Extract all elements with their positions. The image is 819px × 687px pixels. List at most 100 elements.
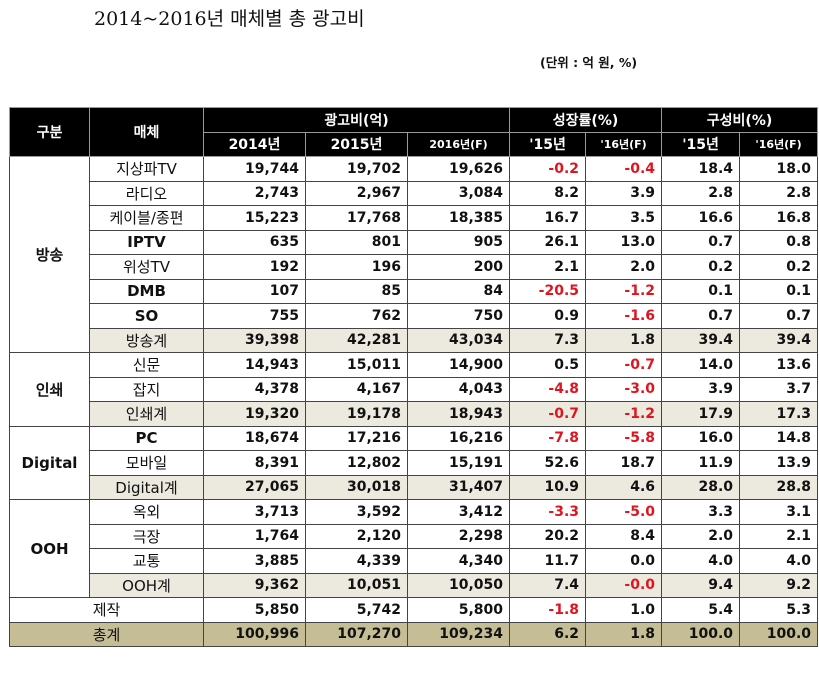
- cell-v2016: 200: [406, 254, 511, 280]
- cell-g15: 16.7: [509, 205, 587, 231]
- subtotal-row: 방송계 39,398 42,281 43,034 7.3 1.8 39.4 39.4: [10, 327, 819, 353]
- page-title: 2014~2016년 매체별 총 광고비: [94, 8, 365, 30]
- cell-g15: 7.3: [509, 327, 587, 353]
- cell-s16: 2.1: [739, 523, 819, 549]
- cell-s16: 39.4: [739, 327, 819, 353]
- cell-g15: 10.9: [509, 474, 587, 500]
- header-2015: 2015년: [305, 131, 408, 157]
- cell-g15: -0.7: [509, 401, 587, 427]
- cell-g15: 2.1: [509, 254, 587, 280]
- cell-g15: 26.1: [509, 229, 587, 255]
- ad-spend-table: 구분 매체 광고비(억) 성장률(%) 구성비(%) 2014년 2015년 2…: [9, 107, 819, 647]
- table-row: 잡지 4,378 4,167 4,043 -4.8 -3.0 3.9 3.7: [10, 376, 819, 402]
- cell-s16: 13.6: [739, 352, 819, 378]
- cell-g16: 1.8: [585, 621, 663, 647]
- cell-g15: -3.3: [509, 499, 587, 525]
- media-label: 지상파TV: [89, 156, 204, 182]
- cell-g15: 7.4: [509, 572, 587, 598]
- cell-g15: 6.2: [509, 621, 587, 647]
- cell-v2015: 762: [305, 303, 408, 329]
- header-growth-16f: '16년(F): [585, 131, 663, 157]
- cell-s16: 0.7: [739, 303, 819, 329]
- cell-g16: 0.0: [585, 548, 663, 574]
- cell-v2014: 107: [203, 278, 306, 304]
- table-row: IPTV 635 801 905 26.1 13.0 0.7 0.8: [10, 229, 819, 255]
- table-row: 케이블/종편 15,223 17,768 18,385 16.7 3.5 16.6 16.8: [10, 205, 819, 231]
- cell-g15: -7.8: [509, 425, 587, 451]
- cell-v2014: 1,764: [203, 523, 306, 549]
- cell-v2014: 18,674: [203, 425, 306, 451]
- cell-g15: 0.5: [509, 352, 587, 378]
- cell-s15: 5.4: [661, 597, 741, 623]
- header-2016f: 2016년(F): [406, 131, 511, 157]
- table-row: 모바일 8,391 12,802 15,191 52.6 18.7 11.9 13.9: [10, 450, 819, 476]
- cell-v2015: 19,702: [305, 156, 408, 182]
- cell-v2015: 5,742: [305, 597, 408, 623]
- cell-s16: 100.0: [739, 621, 819, 647]
- cell-v2014: 14,943: [203, 352, 306, 378]
- cell-v2014: 100,996: [203, 621, 306, 647]
- cell-v2016: 3,084: [406, 180, 511, 206]
- cell-g16: 4.6: [585, 474, 663, 500]
- media-label: 잡지: [89, 376, 204, 402]
- cell-v2014: 3,885: [203, 548, 306, 574]
- cell-v2016: 14,900: [406, 352, 511, 378]
- table-row: 위성TV 192 196 200 2.1 2.0 0.2 0.2: [10, 254, 819, 280]
- cell-g16: -1.2: [585, 278, 663, 304]
- cell-v2015: 19,178: [305, 401, 408, 427]
- cell-s15: 16.0: [661, 425, 741, 451]
- media-label: 모바일: [89, 450, 204, 476]
- table-body: 방송 지상파TV 19,744 19,702 19,626 -0.2 -0.4 18.4 18.…: [9, 156, 819, 647]
- cell-g16: -1.6: [585, 303, 663, 329]
- subtotal-row: Digital계 27,065 30,018 31,407 10.9 4.6 28.0 28.…: [10, 474, 819, 500]
- cell-g16: -1.2: [585, 401, 663, 427]
- cell-v2014: 635: [203, 229, 306, 255]
- header-media: 매체: [89, 107, 204, 157]
- cell-g16: -0.4: [585, 156, 663, 182]
- cell-s16: 4.0: [739, 548, 819, 574]
- table-row: 극장 1,764 2,120 2,298 20.2 8.4 2.0 2.1: [10, 523, 819, 549]
- cell-s15: 17.9: [661, 401, 741, 427]
- cell-g16: 3.9: [585, 180, 663, 206]
- media-label: IPTV: [89, 229, 204, 255]
- media-label: 위성TV: [89, 254, 204, 280]
- header-share-16f: '16년(F): [739, 131, 819, 157]
- cell-g16: -0.0: [585, 572, 663, 598]
- cell-v2016: 10,050: [406, 572, 511, 598]
- total-label: 총계: [9, 621, 204, 647]
- cell-v2015: 17,216: [305, 425, 408, 451]
- media-label: 인쇄계: [89, 401, 204, 427]
- cell-v2014: 8,391: [203, 450, 306, 476]
- cell-v2016: 84: [406, 278, 511, 304]
- cell-g16: -3.0: [585, 376, 663, 402]
- cell-g16: 1.8: [585, 327, 663, 353]
- cell-s15: 100.0: [661, 621, 741, 647]
- cell-v2015: 85: [305, 278, 408, 304]
- production-row: 제작 5,850 5,742 5,800 -1.8 1.0 5.4 5.3: [9, 597, 819, 623]
- header-group: 구분: [9, 107, 90, 157]
- cell-g16: 1.0: [585, 597, 663, 623]
- cell-v2015: 2,967: [305, 180, 408, 206]
- cell-g15: 52.6: [509, 450, 587, 476]
- cell-v2015: 107,270: [305, 621, 408, 647]
- media-label: 옥외: [89, 499, 204, 525]
- cell-v2016: 109,234: [406, 621, 511, 647]
- cell-v2015: 4,339: [305, 548, 408, 574]
- table-row: DMB 107 85 84 -20.5 -1.2 0.1 0.1: [10, 278, 819, 304]
- cell-v2015: 2,120: [305, 523, 408, 549]
- cell-s15: 11.9: [661, 450, 741, 476]
- cell-v2015: 15,011: [305, 352, 408, 378]
- header-share-15: '15년: [661, 131, 741, 157]
- cell-s15: 3.3: [661, 499, 741, 525]
- header-share: 구성비(%): [661, 107, 819, 133]
- media-label: DMB: [89, 278, 204, 304]
- cell-v2015: 42,281: [305, 327, 408, 353]
- cell-v2016: 31,407: [406, 474, 511, 500]
- table-row: Digital PC 18,674 17,216 16,216 -7.8 -5.8 16.0 1…: [9, 425, 819, 500]
- cell-v2016: 18,943: [406, 401, 511, 427]
- cell-s16: 16.8: [739, 205, 819, 231]
- header-growth: 성장률(%): [509, 107, 663, 133]
- cell-v2016: 4,043: [406, 376, 511, 402]
- cell-s15: 0.2: [661, 254, 741, 280]
- group-label: 인쇄: [9, 352, 90, 427]
